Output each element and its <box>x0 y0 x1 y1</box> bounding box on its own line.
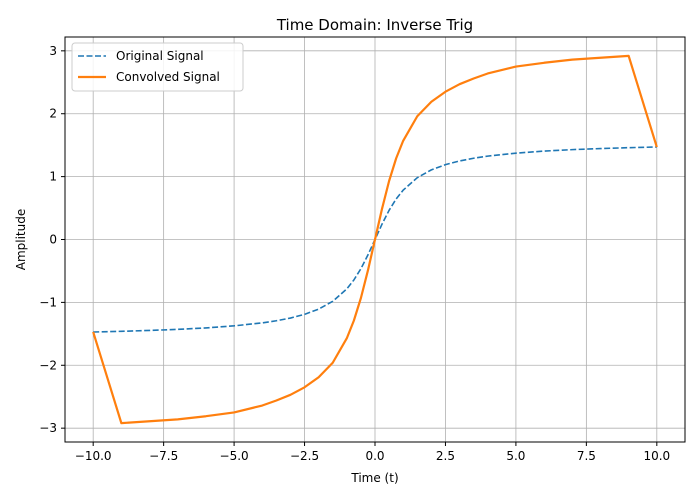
y-tick-label: 2 <box>49 107 57 121</box>
x-tick-label: 0.0 <box>365 449 384 463</box>
x-tick-label: 10.0 <box>643 449 670 463</box>
x-tick-label: 7.5 <box>577 449 596 463</box>
y-tick-label: 1 <box>49 170 57 184</box>
legend-box <box>71 42 244 92</box>
legend-label-convolved: Convolved Signal <box>116 70 220 84</box>
x-axis-label: Time (t) <box>350 471 398 485</box>
legend-label-original: Original Signal <box>116 49 204 63</box>
y-axis-label: Amplitude <box>14 209 28 271</box>
y-tick-label: 3 <box>49 44 57 58</box>
convolved-signal-line <box>92 54 658 425</box>
grid <box>65 37 685 442</box>
x-tick-label: 2.5 <box>436 449 455 463</box>
y-axis-ticks: −3 −2 −1 0 1 2 3 <box>39 44 65 435</box>
x-tick-label: −7.5 <box>149 449 178 463</box>
y-tick-label: −3 <box>39 421 57 435</box>
x-axis-ticks: −10.0 −7.5 −5.0 −2.5 0.0 2.5 5.0 7.5 10.0 <box>75 442 670 463</box>
x-tick-label: 5.0 <box>506 449 525 463</box>
x-tick-label: −5.0 <box>220 449 249 463</box>
chart-title: Time Domain: Inverse Trig <box>276 16 473 34</box>
y-tick-label: −1 <box>39 295 57 309</box>
x-tick-label: −10.0 <box>75 449 112 463</box>
y-tick-label: 0 <box>49 233 57 247</box>
legend: Original Signal Convolved Signal <box>71 42 244 92</box>
y-tick-label: −2 <box>39 358 57 372</box>
series-layer <box>92 54 658 425</box>
x-tick-label: −2.5 <box>290 449 319 463</box>
